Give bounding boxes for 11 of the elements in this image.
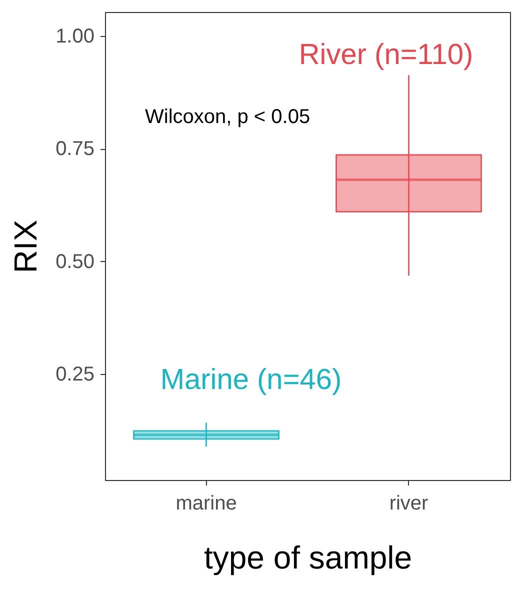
- x-axis-title: type of sample: [204, 540, 412, 576]
- y-tick-label: 0.50: [56, 250, 94, 273]
- y-tick-label: 0.75: [56, 138, 94, 160]
- x-tick-label: marine: [176, 492, 237, 514]
- annotation: Wilcoxon, p < 0.05: [145, 106, 310, 128]
- y-tick-label: 1.00: [56, 25, 94, 48]
- annotation: Marine (n=46): [160, 364, 342, 396]
- annotation: River (n=110): [298, 39, 474, 71]
- x-tick-label: river: [389, 492, 429, 514]
- y-tick-label: 0.25: [56, 364, 94, 386]
- y-axis-title: RIX: [8, 220, 44, 274]
